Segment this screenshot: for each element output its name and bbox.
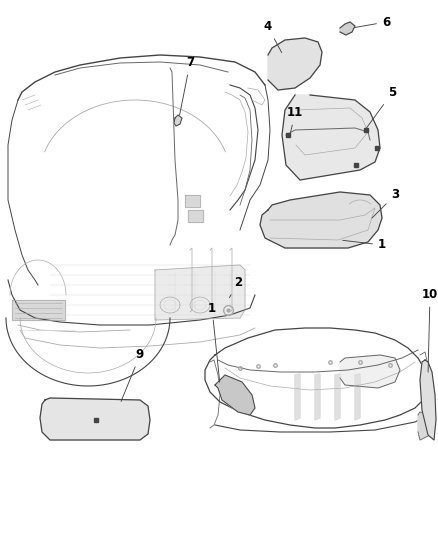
Polygon shape xyxy=(12,300,65,320)
Polygon shape xyxy=(268,38,322,90)
Text: 9: 9 xyxy=(121,349,144,401)
Polygon shape xyxy=(335,374,340,420)
Polygon shape xyxy=(340,355,400,388)
Text: 7: 7 xyxy=(180,56,194,115)
Text: 3: 3 xyxy=(372,189,399,218)
Text: 1: 1 xyxy=(343,238,386,252)
Polygon shape xyxy=(290,60,302,72)
Polygon shape xyxy=(418,412,432,440)
Polygon shape xyxy=(260,192,382,248)
Text: 4: 4 xyxy=(264,20,282,53)
Text: 11: 11 xyxy=(287,107,303,132)
Text: 6: 6 xyxy=(355,15,390,28)
Polygon shape xyxy=(185,195,200,207)
Polygon shape xyxy=(420,360,436,440)
Text: 10: 10 xyxy=(422,288,438,372)
Polygon shape xyxy=(174,115,182,126)
Text: 2: 2 xyxy=(230,277,242,297)
Polygon shape xyxy=(355,374,360,420)
Polygon shape xyxy=(155,265,245,320)
Polygon shape xyxy=(282,95,380,180)
Polygon shape xyxy=(340,22,355,35)
Polygon shape xyxy=(295,374,300,420)
Polygon shape xyxy=(40,398,150,440)
Polygon shape xyxy=(315,374,320,420)
Text: 1: 1 xyxy=(208,302,220,382)
Text: 5: 5 xyxy=(367,86,396,128)
Polygon shape xyxy=(188,210,203,222)
Polygon shape xyxy=(215,375,255,415)
